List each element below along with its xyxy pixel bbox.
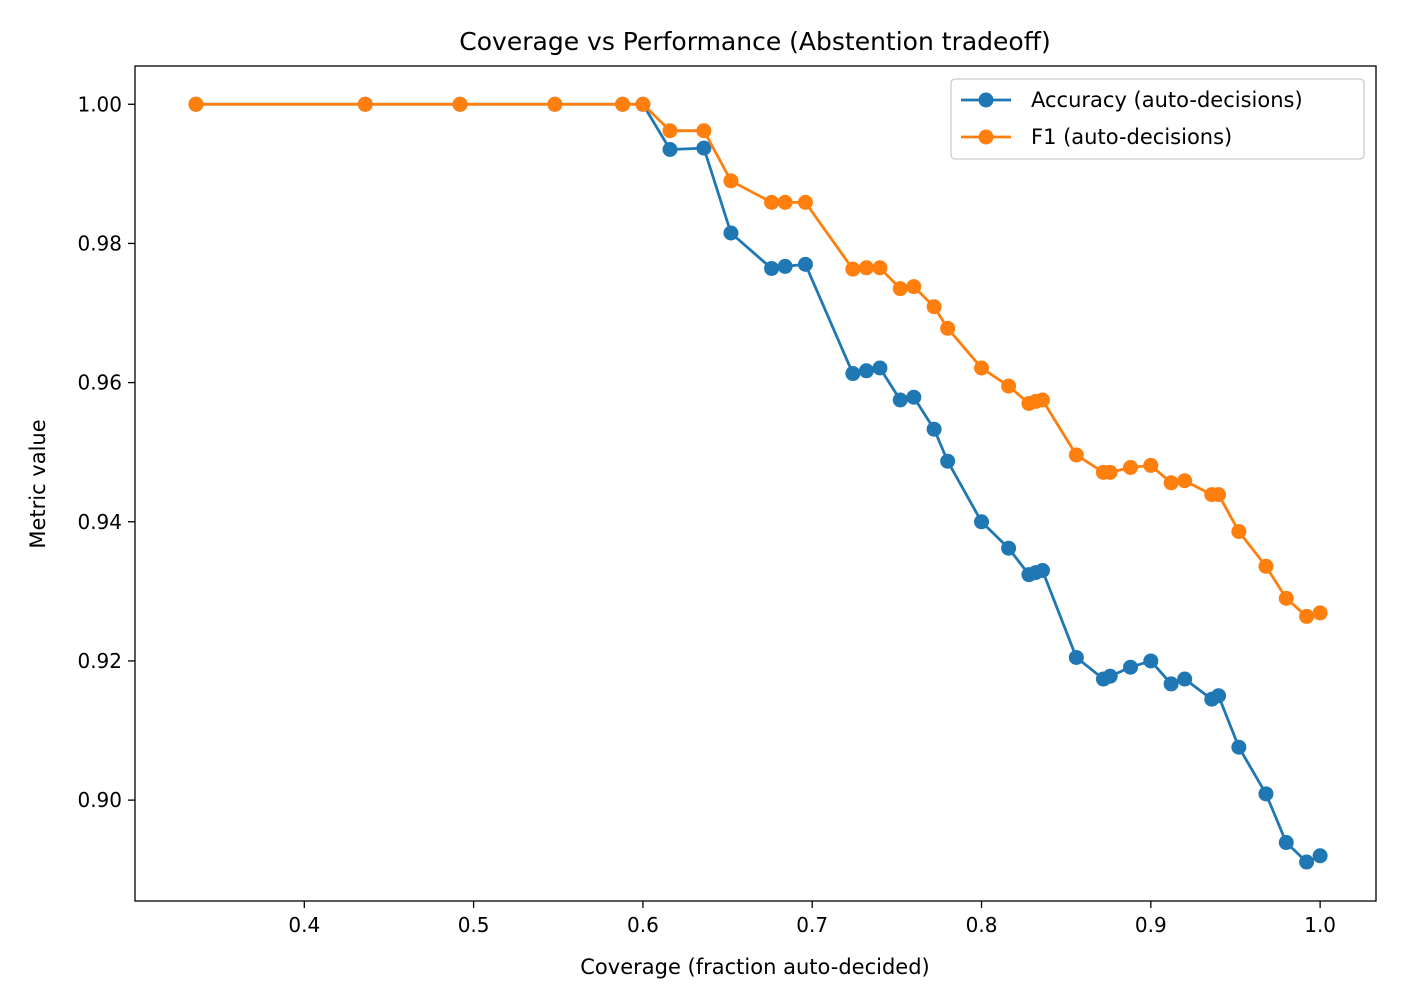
f1-point	[1258, 558, 1274, 574]
accuracy-point	[1163, 676, 1179, 692]
f1-point	[1001, 378, 1017, 394]
f1-point	[940, 320, 956, 336]
f1-point	[1034, 392, 1050, 408]
y-tick-label: 0.96	[77, 371, 122, 395]
f1-point	[723, 173, 739, 189]
x-tick-label: 1.0	[1304, 913, 1336, 937]
y-tick-label: 0.90	[77, 788, 122, 812]
f1-point	[764, 194, 780, 210]
legend-label-f1: F1 (auto-decisions)	[1031, 125, 1232, 149]
f1-point	[1231, 524, 1247, 540]
plot-frame	[134, 65, 1377, 902]
f1-point	[1143, 457, 1159, 473]
accuracy-point	[1177, 671, 1193, 687]
f1-point	[662, 123, 678, 139]
f1-point	[1123, 459, 1139, 475]
y-axis: 0.90 0.92 0.94 0.96 0.98 1.00	[77, 92, 135, 812]
legend-label-accuracy: Accuracy (auto-decisions)	[1031, 88, 1303, 112]
accuracy-point	[974, 514, 990, 530]
f1-point	[452, 96, 468, 112]
accuracy-point	[1034, 562, 1050, 578]
f1-point	[1312, 605, 1328, 621]
f1-point	[635, 96, 651, 112]
f1-series	[188, 96, 1328, 624]
x-tick-label: 0.7	[796, 913, 828, 937]
y-axis-label: Metric value	[26, 419, 50, 548]
accuracy-point	[906, 389, 922, 405]
accuracy-point	[1278, 835, 1294, 851]
y-tick-label: 0.98	[77, 231, 122, 255]
accuracy-point	[892, 392, 908, 408]
accuracy-point	[696, 140, 712, 156]
f1-point	[1278, 590, 1294, 606]
accuracy-point	[662, 142, 678, 157]
x-axis: 0.4 0.5 0.6 0.7 0.8 0.9 1.0	[288, 901, 1336, 937]
accuracy-point	[872, 360, 888, 376]
f1-point	[1163, 475, 1179, 491]
x-tick-label: 0.8	[966, 913, 998, 937]
accuracy-point	[1001, 540, 1017, 556]
f1-point	[1211, 487, 1227, 503]
f1-point	[1102, 464, 1118, 480]
legend-marker-f1	[978, 129, 994, 145]
y-tick-label: 0.94	[77, 510, 122, 534]
f1-point	[696, 123, 712, 139]
f1-point	[615, 96, 631, 112]
accuracy-point	[1143, 653, 1159, 669]
f1-point	[547, 96, 563, 112]
accuracy-point	[1068, 649, 1084, 665]
legend: Accuracy (auto-decisions) F1 (auto-decisi…	[950, 78, 1365, 160]
accuracy-point	[1299, 854, 1315, 870]
accuracy-point	[1258, 786, 1274, 802]
f1-point	[892, 281, 908, 297]
x-tick-label: 0.6	[627, 913, 659, 937]
y-tick-label: 0.92	[77, 649, 122, 673]
f1-point	[872, 260, 888, 276]
f1-point	[797, 194, 813, 210]
x-tick-label: 0.9	[1135, 913, 1167, 937]
f1-point	[1299, 608, 1315, 624]
f1-point	[845, 261, 861, 277]
accuracy-point	[764, 260, 780, 276]
y-tick-label: 1.00	[77, 92, 122, 116]
f1-point	[1068, 447, 1084, 463]
accuracy-point	[845, 366, 861, 382]
accuracy-point	[1211, 688, 1227, 704]
accuracy-point	[940, 453, 956, 469]
legend-box	[950, 78, 1365, 160]
x-tick-label: 0.4	[288, 913, 320, 937]
accuracy-point	[858, 363, 874, 379]
accuracy-point	[1231, 739, 1247, 755]
f1-point	[906, 279, 922, 295]
f1-point	[926, 299, 942, 315]
accuracy-point	[1102, 668, 1118, 684]
accuracy-point	[777, 258, 793, 274]
accuracy-point	[1123, 659, 1139, 675]
accuracy-point	[1312, 848, 1328, 864]
accuracy-point	[797, 256, 813, 272]
legend-marker-accuracy	[978, 92, 994, 108]
accuracy-point	[723, 225, 739, 241]
chart-title: Coverage vs Performance (Abstention trad…	[459, 27, 1050, 56]
f1-point	[974, 360, 990, 376]
plot-area	[188, 96, 1328, 870]
x-axis-label: Coverage (fraction auto-decided)	[580, 955, 929, 979]
accuracy-point	[926, 421, 942, 437]
f1-point	[777, 194, 793, 210]
f1-point	[188, 96, 204, 112]
f1-point	[858, 260, 874, 276]
f1-point	[357, 96, 373, 112]
x-tick-label: 0.5	[458, 913, 490, 937]
f1-point	[1177, 473, 1193, 489]
